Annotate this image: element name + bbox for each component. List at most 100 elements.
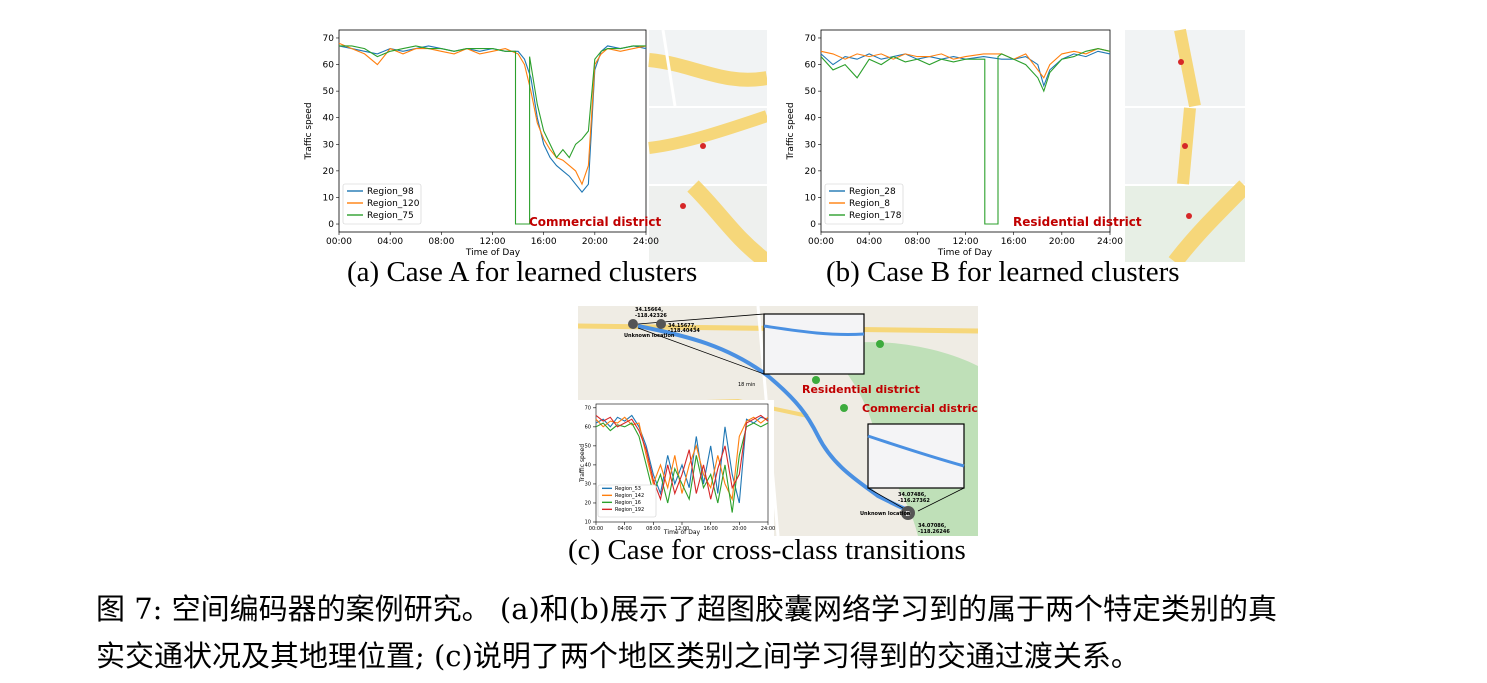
start-marker-2 (656, 319, 666, 329)
travel-time: 18 min (738, 382, 755, 388)
annotation-residential-b: Residential district (1013, 215, 1142, 229)
x-tick-label: 04:00 (856, 237, 882, 247)
y-tick-label: 30 (323, 140, 335, 150)
x-tick-label: 16:00 (1001, 237, 1027, 247)
start-coord-1: 34.15664, (635, 307, 663, 313)
x-tick-label: 24:00 (633, 237, 659, 247)
map-tiles-b (1125, 28, 1245, 262)
y-tick-label: 10 (323, 193, 335, 203)
chart-panel-a: 0 10 20 30 40 50 60 70 00:00 04:00 08:00 12:00 16:00… (304, 29, 767, 262)
start-coord-2: -118.42326 (635, 313, 667, 319)
map-tiles-a (648, 29, 767, 262)
y-tick-label: 0 (810, 220, 816, 230)
series-line-region_142 (595, 416, 769, 502)
series-line-region_75 (339, 45, 646, 225)
inset-commercial (867, 423, 965, 489)
end-coord-3: 34.07086, (918, 523, 946, 529)
start-coord-4: -118.40434 (668, 328, 700, 334)
y-tick-label: 20 (323, 167, 335, 177)
subcaption-a-text: Case A for learned clusters (386, 256, 698, 288)
subcaption-c: (c) Case for cross-class transitions (568, 534, 966, 567)
series-line-region_8 (820, 48, 1111, 79)
y-axis-label-a: Traffic speed (304, 102, 314, 160)
y-tick-label: 60 (323, 61, 335, 71)
start-coord-3: 34.15677, (668, 323, 696, 329)
x-tick-label: 08:00 (904, 237, 930, 247)
legend-entry: Region_142 (615, 493, 644, 499)
figure-caption-line-2: 实交通状况及其地理位置; (c)说明了两个地区类别之间学习得到的交通过渡关系。 (96, 639, 1140, 673)
annotation-commercial-c: Commercial district (862, 402, 978, 415)
chart-panel-b: 0 10 20 30 40 50 60 70 00:00 04:00 08:00 12:00 16:00… (786, 28, 1245, 262)
series-line-region_16 (595, 422, 769, 513)
subcaption-a-label: (a) (347, 256, 380, 288)
y-axis-label-b: Traffic speed (786, 102, 796, 160)
end-marker (901, 506, 915, 520)
subcaption-c-label: (c) (568, 534, 601, 566)
y-tick-label: 10 (805, 193, 817, 203)
legend-entry: Region_192 (615, 507, 644, 513)
x-tick-label: 12:00 (480, 237, 506, 247)
x-axis-label-a: Time of Day (465, 248, 521, 258)
y-tick-label: 10 (585, 520, 591, 526)
series-line-region_192 (595, 414, 769, 502)
subcaption-b-label: (b) (826, 256, 860, 288)
annotation-commercial-a: Commercial district (529, 215, 661, 229)
y-tick-label: 30 (805, 140, 817, 150)
figure-caption-line-1: 图 7: 空间编码器的案例研究。 (a)和(b)展示了超图胶囊网络学习到的属于两… (96, 592, 1277, 626)
legend-entry: Region_178 (849, 211, 902, 221)
legend-entry: Region_28 (849, 187, 896, 197)
y-tick-label: 50 (805, 87, 817, 97)
figure-caption: 图 7: 空间编码器的案例研究。 (a)和(b)展示了超图胶囊网络学习到的属于两… (96, 586, 1466, 680)
series-line-region_120 (338, 42, 647, 186)
y-tick-label: 20 (585, 501, 591, 507)
route-line (637, 324, 914, 513)
y-tick-label: 40 (585, 463, 591, 469)
legend-box (342, 183, 422, 225)
legend-box (597, 484, 657, 518)
legend-box (824, 183, 904, 225)
x-tick-label: 00:00 (808, 237, 834, 247)
end-coord-2: -116.27362 (898, 498, 930, 504)
annotation-residential-c: Residential district (802, 383, 920, 396)
subcaption-a: (a) Case A for learned clusters (347, 256, 697, 289)
y-axis-label-c: Traffic speed (579, 444, 586, 483)
subcaption-c-text: Case for cross-class transitions (607, 534, 966, 566)
x-tick-label: 20:00 (582, 237, 608, 247)
y-tick-label: 70 (585, 405, 591, 411)
y-tick-label: 70 (805, 34, 817, 44)
y-tick-label: 60 (805, 61, 817, 71)
y-tick-label: 0 (328, 220, 334, 230)
x-tick-label: 12:00 (675, 526, 689, 532)
end-marker-label: D (905, 510, 910, 518)
map-panel-c: D 34.15664, -118.42326 34.15677, -118.40… (578, 306, 978, 536)
end-coord-4: -118.26246 (918, 529, 950, 535)
y-tick-label: 20 (805, 167, 817, 177)
series-line-region_53 (595, 414, 769, 504)
x-tick-label: 04:00 (617, 526, 631, 532)
x-tick-label: 08:00 (646, 526, 660, 532)
legend-entry: Region_16 (615, 500, 641, 506)
y-tick-label: 60 (585, 425, 591, 431)
x-tick-label: 00:00 (326, 237, 352, 247)
subcaption-b: (b) Case B for learned clusters (826, 256, 1180, 289)
y-tick-label: 70 (323, 34, 335, 44)
y-tick-label: 40 (805, 114, 817, 124)
inset-residential (763, 313, 865, 375)
y-tick-label: 30 (585, 482, 591, 488)
subcaption-b-text: Case B for learned clusters (867, 256, 1180, 288)
legend-entry: Region_120 (367, 199, 420, 209)
y-tick-label: 50 (585, 444, 591, 450)
x-tick-label: 16:00 (531, 237, 557, 247)
x-tick-label: 20:00 (732, 526, 746, 532)
legend-entry: Region_98 (367, 187, 414, 197)
end-coord-1: 34.07486, (898, 492, 926, 498)
end-unknown-label: Unknown location (860, 511, 911, 517)
x-tick-label: 12:00 (953, 237, 979, 247)
x-tick-label: 16:00 (703, 526, 717, 532)
x-tick-label: 00:00 (589, 526, 603, 532)
start-unknown-label: Unknown location (624, 333, 675, 339)
y-tick-label: 40 (323, 114, 335, 124)
x-tick-label: 24:00 (1097, 237, 1123, 247)
x-tick-label: 20:00 (1049, 237, 1075, 247)
legend-entry: Region_8 (849, 199, 890, 209)
